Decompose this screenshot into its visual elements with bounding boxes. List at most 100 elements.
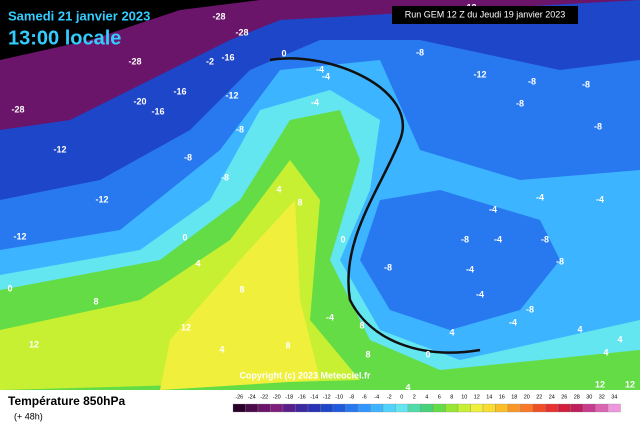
contour-label: -4 bbox=[536, 192, 544, 202]
scale-label: -10 bbox=[335, 394, 343, 400]
contour-label: 0 bbox=[425, 349, 430, 359]
scale-swatch bbox=[295, 403, 309, 413]
scale-swatch bbox=[495, 403, 509, 413]
contour-label: 8 bbox=[297, 197, 302, 207]
scale-label: 6 bbox=[438, 394, 441, 400]
scale-label: 28 bbox=[574, 394, 580, 400]
contour-label: -12 bbox=[225, 90, 238, 100]
contour-label: -8 bbox=[594, 121, 602, 131]
scale-label: -2 bbox=[387, 394, 392, 400]
contour-label: 4 bbox=[276, 184, 281, 194]
scale-swatch bbox=[282, 403, 296, 413]
scale-label: -18 bbox=[285, 394, 293, 400]
contour-label: 8 bbox=[365, 349, 370, 359]
scale-label: -26 bbox=[235, 394, 243, 400]
contour-label: -8 bbox=[516, 98, 524, 108]
color-scale: -26 -24 -22 -20 -18 -16 -14 -12 -10 -8 -6 -4 -2 0 2 4 6 8… bbox=[232, 394, 621, 413]
contour-label: -8 bbox=[384, 262, 392, 272]
scale-label: 18 bbox=[511, 394, 517, 400]
scale-swatch bbox=[582, 403, 596, 413]
contour-label: 0 bbox=[281, 48, 286, 58]
contour-label: -4 bbox=[316, 64, 324, 74]
scale-label: 22 bbox=[536, 394, 542, 400]
scale-label: 30 bbox=[586, 394, 592, 400]
scale-swatch bbox=[470, 403, 484, 413]
contour-label: -12 bbox=[13, 231, 26, 241]
scale-swatch bbox=[232, 403, 246, 413]
scale-swatch bbox=[557, 403, 571, 413]
contour-label: 8 bbox=[359, 320, 364, 330]
contour-label: -4 bbox=[326, 312, 334, 322]
contour-label: -16 bbox=[151, 106, 164, 116]
scale-swatch bbox=[457, 403, 471, 413]
scale-label: -14 bbox=[310, 394, 318, 400]
scale-swatch bbox=[357, 403, 371, 413]
scale-label: 26 bbox=[561, 394, 567, 400]
contour-label: -8 bbox=[582, 79, 590, 89]
scale-label: 20 bbox=[524, 394, 530, 400]
contour-label: -8 bbox=[528, 76, 536, 86]
contour-label: -28 bbox=[235, 27, 248, 37]
scale-swatch bbox=[245, 403, 259, 413]
contour-label: -8 bbox=[221, 172, 229, 182]
scale-label: 8 bbox=[450, 394, 453, 400]
scale-label: -8 bbox=[349, 394, 354, 400]
scale-swatch bbox=[545, 403, 559, 413]
contour-label: -16 bbox=[221, 52, 234, 62]
contour-label: -4 bbox=[494, 234, 502, 244]
contour-label: -28 bbox=[212, 11, 225, 21]
scale-label: -16 bbox=[298, 394, 306, 400]
scale-swatch bbox=[570, 403, 584, 413]
scale-swatch bbox=[257, 403, 271, 413]
scale-label: -20 bbox=[273, 394, 281, 400]
contour-label: -8 bbox=[184, 152, 192, 162]
scale-label: -4 bbox=[374, 394, 379, 400]
scale-swatch bbox=[382, 403, 396, 413]
contour-label: -4 bbox=[596, 194, 604, 204]
contour-label: 12 bbox=[625, 379, 635, 389]
map: -28 -28 -28 -16 -2 -12 -28 -20 -16 -16 -12 -8 -8 -12 -… bbox=[0, 0, 640, 392]
scale-swatch bbox=[370, 403, 384, 413]
scale-swatch bbox=[595, 403, 609, 413]
date: Samedi 21 janvier 2023 bbox=[8, 8, 150, 23]
contour-label: -8 bbox=[556, 256, 564, 266]
scale-swatch bbox=[507, 403, 521, 413]
contour-label: 4 bbox=[449, 327, 454, 337]
scale-label: 32 bbox=[599, 394, 605, 400]
cold-pool bbox=[360, 190, 560, 330]
contour-label: -4 bbox=[466, 264, 474, 274]
scale-label: 10 bbox=[461, 394, 467, 400]
zero-isotherm bbox=[269, 57, 481, 354]
contour-label: -12 bbox=[95, 194, 108, 204]
contour-label: -12 bbox=[53, 144, 66, 154]
temp-field bbox=[160, 200, 320, 390]
scale-label: 12 bbox=[474, 394, 480, 400]
scale-label: 2 bbox=[413, 394, 416, 400]
scale-swatch bbox=[395, 403, 409, 413]
scale-swatch bbox=[432, 403, 446, 413]
scale-swatch bbox=[607, 403, 621, 413]
scale-label: 34 bbox=[611, 394, 617, 400]
contour-label: -8 bbox=[416, 47, 424, 57]
scale-label: -6 bbox=[362, 394, 367, 400]
run-box bbox=[392, 6, 578, 24]
contour-label: -4 bbox=[489, 204, 497, 214]
contour-label: 12 bbox=[595, 379, 605, 389]
scale-swatch bbox=[345, 403, 359, 413]
scale-swatch bbox=[407, 403, 421, 413]
contour-label: -20 bbox=[133, 96, 146, 106]
contour-label: 8 bbox=[239, 284, 244, 294]
scale-swatch bbox=[445, 403, 459, 413]
time: 13:00 locale bbox=[8, 27, 121, 49]
contour-label: 4 bbox=[405, 382, 410, 392]
scale-swatch bbox=[320, 403, 334, 413]
contour-label: -4 bbox=[322, 71, 330, 81]
contour-label: -2 bbox=[206, 56, 214, 66]
scale-label: -24 bbox=[248, 394, 256, 400]
scale-label: 24 bbox=[549, 394, 555, 400]
contour-label: -12 bbox=[473, 69, 486, 79]
legend-lead: (+ 48h) bbox=[14, 411, 43, 421]
contour-label: -8 bbox=[461, 234, 469, 244]
contour-label: 12 bbox=[29, 339, 39, 349]
